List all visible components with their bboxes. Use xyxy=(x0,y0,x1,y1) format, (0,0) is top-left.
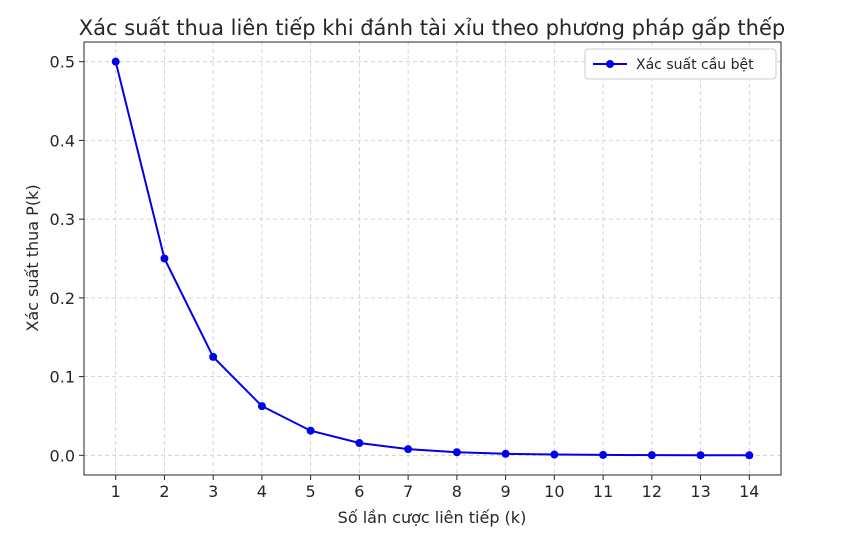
data-point xyxy=(696,451,705,460)
y-axis-label: Xác suất thua P(k) xyxy=(23,184,42,331)
chart-title: Xác suất thua liên tiếp khi đánh tài xỉu… xyxy=(79,16,785,40)
data-point xyxy=(599,450,608,459)
legend-dot-marker xyxy=(606,60,614,68)
x-tick-label: 1 xyxy=(111,482,121,501)
data-point xyxy=(647,451,656,460)
legend-box xyxy=(584,48,777,80)
series-group xyxy=(111,57,754,460)
legend: Xác suất cầu bệt xyxy=(584,48,777,80)
x-axis-label: Số lần cược liên tiếp (k) xyxy=(338,508,527,527)
data-point xyxy=(404,445,413,454)
data-point xyxy=(501,449,510,458)
axes xyxy=(83,41,782,476)
y-ticks: 0.0 0.1 0.2 0.3 0.4 0.5 xyxy=(50,53,84,465)
x-tick-label: 9 xyxy=(501,482,511,501)
plot-frame xyxy=(83,41,782,476)
x-tick-label: 4 xyxy=(257,482,267,501)
x-tick-label: 13 xyxy=(690,482,710,501)
x-tick-label: 3 xyxy=(208,482,218,501)
x-tick-label: 12 xyxy=(642,482,662,501)
x-tick-label: 6 xyxy=(354,482,364,501)
x-tick-label: 10 xyxy=(544,482,564,501)
x-tick-label: 11 xyxy=(593,482,613,501)
series-line xyxy=(114,61,750,457)
x-tick-label: 5 xyxy=(306,482,316,501)
data-point xyxy=(306,426,315,435)
data-point xyxy=(452,448,461,457)
data-point xyxy=(160,254,169,263)
y-tick-label: 0.3 xyxy=(50,210,75,229)
y-tick-label: 0.0 xyxy=(50,446,75,465)
x-tick-label: 7 xyxy=(403,482,413,501)
data-point xyxy=(745,451,754,460)
y-tick-label: 0.4 xyxy=(50,131,75,150)
x-tick-label: 8 xyxy=(452,482,462,501)
x-tick-label: 14 xyxy=(739,482,759,501)
y-tick-label: 0.1 xyxy=(50,368,75,387)
data-point xyxy=(257,402,266,411)
x-tick-label: 2 xyxy=(159,482,169,501)
y-tick-label: 0.2 xyxy=(50,289,75,308)
data-point xyxy=(209,352,218,361)
grid xyxy=(84,42,781,475)
data-point xyxy=(550,450,559,459)
data-point xyxy=(355,439,364,448)
data-point xyxy=(111,57,120,66)
legend-label: Xác suất cầu bệt xyxy=(636,57,754,73)
x-ticks: 1 2 3 4 5 6 7 8 9 10 11 12 13 14 xyxy=(111,475,759,501)
y-tick-label: 0.5 xyxy=(50,53,75,72)
